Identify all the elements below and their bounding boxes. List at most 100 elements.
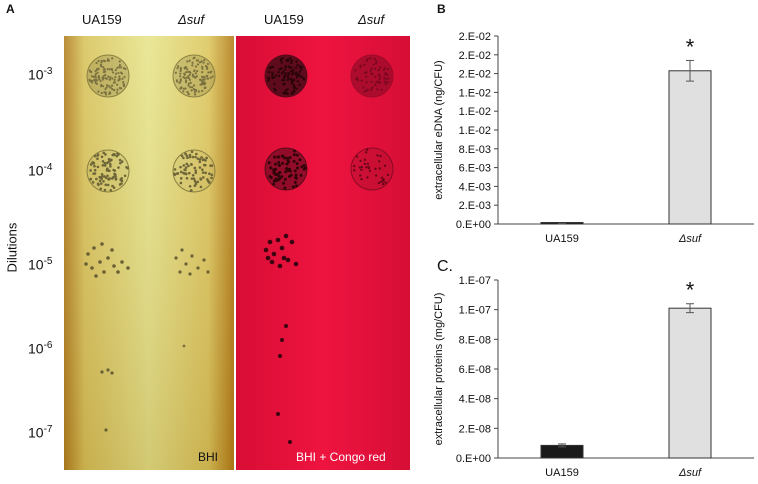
colony	[202, 163, 206, 167]
colony	[286, 156, 290, 160]
colony	[176, 67, 179, 70]
colony	[286, 76, 290, 79]
colony	[281, 161, 285, 165]
colony	[298, 70, 302, 73]
colony	[286, 78, 289, 82]
colony	[202, 61, 205, 64]
colony	[182, 156, 185, 160]
congo-red-plate	[236, 36, 410, 470]
colony	[285, 257, 291, 263]
colony	[121, 77, 124, 80]
colony	[278, 164, 282, 168]
colony	[190, 89, 193, 92]
colony	[201, 67, 204, 70]
colony	[196, 63, 200, 66]
colony	[114, 177, 118, 180]
colony	[364, 151, 368, 154]
colony	[184, 262, 188, 266]
colony	[108, 91, 111, 94]
colony	[293, 180, 297, 184]
dilutions-axis-label: Dilutions	[4, 222, 20, 273]
colony	[301, 65, 304, 69]
colony	[186, 60, 189, 63]
colony	[118, 66, 121, 69]
colony	[207, 71, 210, 74]
x-tick-label: UA159	[545, 233, 579, 245]
colony	[100, 370, 104, 374]
colony	[116, 66, 119, 70]
colony	[201, 78, 205, 81]
x-tick-label: Δsuf	[678, 233, 702, 245]
colony	[383, 76, 386, 80]
colony	[192, 57, 195, 60]
colony	[100, 59, 103, 63]
colony	[100, 177, 103, 181]
colony	[118, 183, 122, 186]
colony	[186, 68, 189, 71]
colony	[117, 166, 120, 169]
colony	[281, 154, 285, 158]
colony	[277, 155, 281, 159]
colony	[267, 161, 271, 165]
colony	[192, 87, 195, 91]
colony	[211, 75, 214, 78]
colony	[292, 69, 295, 72]
strain-label-congo-wt: UA159	[264, 12, 304, 27]
colony	[359, 174, 362, 177]
colony	[374, 167, 377, 171]
colony	[384, 81, 388, 85]
colony	[100, 173, 104, 176]
colony	[115, 91, 119, 94]
colony	[291, 185, 295, 189]
colony	[94, 76, 97, 79]
colony	[106, 68, 109, 71]
colony	[109, 165, 112, 168]
colony	[366, 176, 369, 179]
colony	[177, 65, 180, 68]
colony	[204, 171, 207, 175]
colony	[296, 80, 299, 83]
colony	[180, 248, 184, 252]
colony	[102, 66, 105, 69]
colony	[199, 185, 203, 189]
colony	[191, 64, 194, 67]
colony	[360, 177, 363, 181]
colony	[271, 76, 274, 80]
colony	[386, 73, 389, 76]
colony	[105, 86, 108, 89]
colony	[293, 85, 296, 89]
colony	[101, 78, 104, 81]
colony	[298, 83, 301, 87]
colony	[288, 169, 292, 173]
colony	[94, 69, 97, 73]
colony	[120, 179, 124, 183]
colony	[92, 75, 95, 78]
colony	[190, 254, 194, 258]
colony	[375, 60, 378, 63]
colony	[98, 179, 102, 183]
colony	[116, 83, 119, 86]
colony	[383, 67, 387, 70]
colony	[93, 154, 97, 158]
colony	[279, 245, 285, 251]
significance-asterisk: *	[686, 278, 695, 303]
colony	[92, 246, 96, 250]
colony	[384, 181, 387, 184]
colony	[280, 175, 284, 179]
colony	[359, 159, 362, 163]
colony	[126, 266, 130, 270]
colony	[188, 59, 191, 62]
colony	[281, 78, 284, 82]
colony	[387, 67, 390, 71]
colony	[365, 166, 368, 169]
colony	[297, 73, 301, 76]
colony	[183, 172, 187, 175]
colony	[118, 60, 121, 63]
colony	[194, 89, 198, 92]
colony	[93, 78, 96, 81]
colony	[189, 189, 193, 192]
colony	[282, 91, 285, 95]
colony	[282, 79, 286, 82]
colony	[185, 162, 189, 166]
colony	[284, 170, 288, 174]
